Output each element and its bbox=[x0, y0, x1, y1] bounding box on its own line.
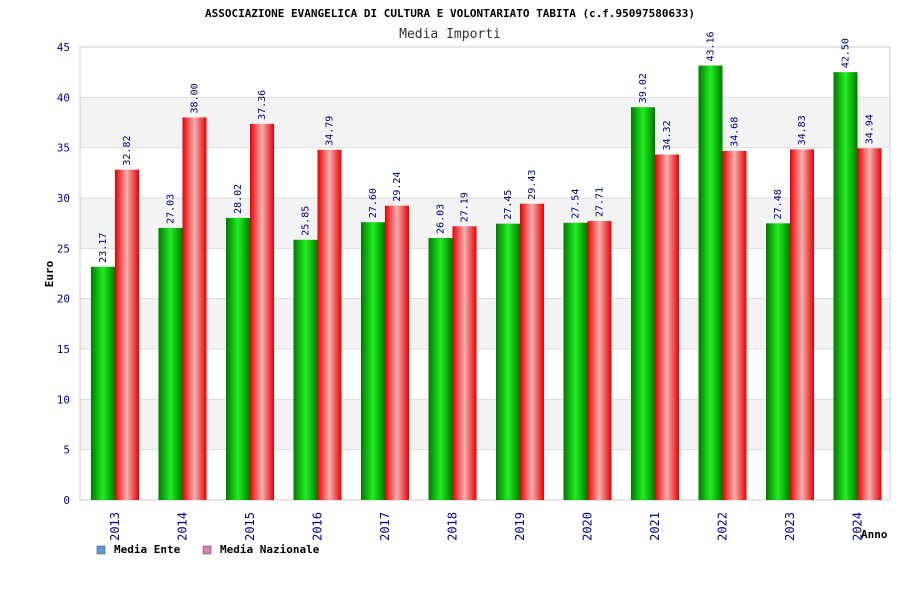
plot-area: 0 5 10 15 20 25 30 35 40 45 23.17 32.82 2013 27.03 38.… bbox=[57, 31, 891, 541]
data-label-media-ente-2013: 23.17 bbox=[98, 233, 109, 263]
data-label-media-ente-2019: 27.45 bbox=[503, 190, 514, 220]
x-tick-label-2013: 2013 bbox=[108, 512, 122, 541]
x-tick-label-2017: 2017 bbox=[378, 512, 392, 541]
legend-label-media-ente: Media Ente bbox=[114, 543, 181, 556]
data-label-media-nazionale-2023: 34.83 bbox=[797, 115, 808, 145]
bar-media-nazionale-2017 bbox=[385, 205, 409, 500]
y-tick-label: 35 bbox=[57, 142, 70, 155]
bar-media-nazionale-2019 bbox=[520, 203, 544, 500]
x-tick-label-2020: 2020 bbox=[581, 512, 595, 541]
legend-swatch-media-ente bbox=[96, 545, 106, 555]
x-tick-label-2016: 2016 bbox=[311, 512, 325, 541]
data-label-media-ente-2018: 26.03 bbox=[436, 204, 447, 234]
legend: Media Ente Media Nazionale bbox=[96, 543, 320, 556]
bar-media-ente-2019 bbox=[496, 223, 520, 501]
bar-media-nazionale-2023 bbox=[790, 149, 814, 501]
bar-media-ente-2013 bbox=[91, 266, 115, 500]
data-label-media-ente-2016: 25.85 bbox=[301, 206, 312, 236]
legend-swatch-media-nazionale bbox=[202, 545, 212, 555]
x-tick-label-2015: 2015 bbox=[243, 512, 257, 541]
x-tick-label-2014: 2014 bbox=[176, 512, 190, 541]
x-axis-title: Anno bbox=[861, 528, 888, 541]
data-label-media-ente-2022: 43.16 bbox=[706, 31, 717, 61]
y-tick-label: 45 bbox=[57, 41, 70, 54]
bar-media-ente-2023 bbox=[766, 223, 790, 501]
y-tick-label: 20 bbox=[57, 293, 70, 306]
data-label-media-ente-2021: 39.02 bbox=[638, 73, 649, 103]
x-tick-label-2021: 2021 bbox=[648, 512, 662, 541]
grid-band bbox=[80, 198, 890, 249]
bar-media-nazionale-2024 bbox=[857, 148, 882, 500]
data-label-media-ente-2015: 28.02 bbox=[233, 184, 244, 214]
data-label-media-nazionale-2017: 29.24 bbox=[392, 172, 403, 202]
y-tick-label: 40 bbox=[57, 91, 70, 104]
x-tick-label-2022: 2022 bbox=[716, 512, 730, 541]
data-label-media-ente-2014: 27.03 bbox=[166, 194, 177, 224]
data-label-media-ente-2023: 27.48 bbox=[773, 189, 784, 219]
data-label-media-ente-2024: 42.50 bbox=[841, 38, 852, 68]
data-label-media-nazionale-2021: 34.32 bbox=[662, 120, 673, 150]
bar-media-ente-2017 bbox=[361, 222, 385, 500]
data-label-media-nazionale-2016: 34.79 bbox=[325, 116, 336, 146]
data-label-media-nazionale-2018: 27.19 bbox=[460, 192, 471, 222]
x-tick-label-2023: 2023 bbox=[783, 512, 797, 541]
y-tick-label: 5 bbox=[63, 444, 70, 457]
x-tick-label-2018: 2018 bbox=[446, 512, 460, 541]
bar-media-ente-2014 bbox=[158, 227, 183, 500]
chart-subtitle: Media Importi bbox=[399, 27, 501, 42]
data-label-media-nazionale-2015: 37.36 bbox=[257, 90, 268, 120]
bar-media-nazionale-2018 bbox=[452, 226, 477, 500]
data-label-media-nazionale-2020: 27.71 bbox=[595, 187, 606, 217]
data-label-media-nazionale-2024: 34.94 bbox=[865, 114, 876, 144]
bar-media-ente-2018 bbox=[428, 237, 453, 500]
bar-media-nazionale-2014 bbox=[182, 117, 207, 500]
bar-media-nazionale-2015 bbox=[250, 123, 274, 500]
bar-media-ente-2024 bbox=[833, 72, 858, 501]
grid-band bbox=[80, 399, 890, 450]
y-tick-label: 10 bbox=[57, 393, 70, 406]
bar-media-nazionale-2020 bbox=[587, 221, 612, 500]
bar-media-ente-2021 bbox=[631, 107, 655, 500]
data-label-media-nazionale-2022: 34.68 bbox=[730, 117, 741, 147]
chart-title: ASSOCIAZIONE EVANGELICA DI CULTURA E VOL… bbox=[205, 7, 695, 20]
data-label-media-nazionale-2014: 38.00 bbox=[190, 83, 201, 113]
data-label-media-ente-2020: 27.54 bbox=[571, 189, 582, 219]
bar-media-ente-2015 bbox=[226, 217, 250, 500]
bar-media-nazionale-2022 bbox=[722, 150, 747, 500]
grid-band bbox=[80, 298, 890, 349]
plot-border bbox=[79, 46, 891, 501]
legend-label-media-nazionale: Media Nazionale bbox=[220, 543, 320, 556]
data-label-media-nazionale-2013: 32.82 bbox=[122, 136, 133, 166]
x-tick-label-2024: 2024 bbox=[851, 512, 865, 541]
y-tick-label: 15 bbox=[57, 343, 70, 356]
data-label-media-nazionale-2019: 29.43 bbox=[527, 170, 538, 200]
y-axis-title: Euro bbox=[43, 260, 56, 287]
y-tick-label: 30 bbox=[57, 192, 70, 205]
bar-media-nazionale-2013 bbox=[115, 169, 139, 500]
grid-band bbox=[80, 97, 890, 148]
y-tick-label: 0 bbox=[63, 494, 70, 507]
bar-media-nazionale-2016 bbox=[317, 149, 342, 500]
data-label-media-ente-2017: 27.60 bbox=[368, 188, 379, 218]
bar-media-nazionale-2021 bbox=[655, 154, 679, 500]
bar-media-ente-2022 bbox=[698, 65, 723, 500]
x-tick-label-2019: 2019 bbox=[513, 512, 527, 541]
bar-media-ente-2016 bbox=[293, 239, 318, 500]
bar-media-ente-2020 bbox=[563, 222, 588, 500]
y-tick-label: 25 bbox=[57, 242, 70, 255]
